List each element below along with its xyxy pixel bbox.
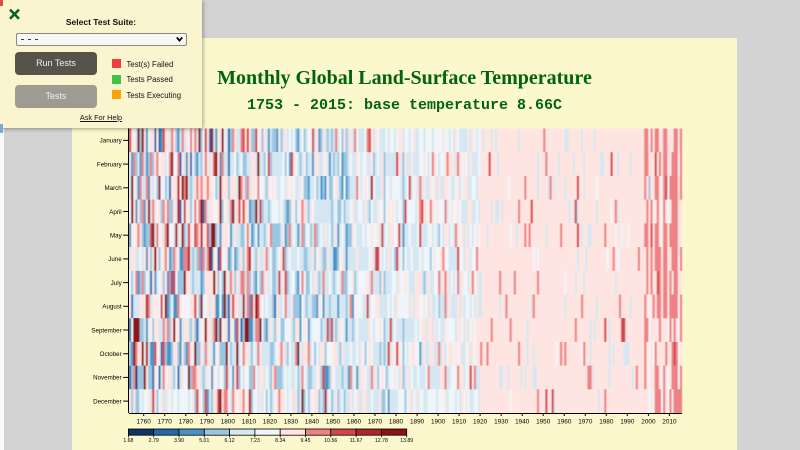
svg-text:13.89: 13.89 [400, 438, 413, 444]
svg-text:1800: 1800 [221, 418, 236, 425]
svg-text:September: September [91, 327, 121, 334]
svg-text:1900: 1900 [431, 418, 446, 425]
svg-text:1930: 1930 [494, 418, 509, 425]
svg-text:November: November [93, 375, 122, 382]
svg-text:March: March [104, 185, 122, 192]
svg-text:April: April [109, 209, 121, 216]
svg-text:1820: 1820 [263, 418, 278, 425]
svg-text:2000: 2000 [641, 418, 656, 425]
svg-text:June: June [108, 256, 122, 263]
svg-text:8.34: 8.34 [275, 438, 285, 444]
svg-text:11.67: 11.67 [350, 438, 363, 444]
svg-text:6.12: 6.12 [225, 438, 235, 444]
svg-text:1870: 1870 [368, 418, 383, 425]
svg-text:1850: 1850 [326, 418, 341, 425]
svg-text:December: December [93, 398, 122, 405]
svg-text:1830: 1830 [284, 418, 299, 425]
svg-text:1910: 1910 [452, 418, 467, 425]
svg-text:3.90: 3.90 [174, 438, 184, 444]
svg-text:1.68: 1.68 [123, 438, 133, 444]
svg-text:1890: 1890 [410, 418, 425, 425]
svg-text:2.79: 2.79 [149, 438, 159, 444]
svg-text:12.78: 12.78 [375, 438, 388, 444]
svg-text:January: January [100, 138, 123, 145]
svg-text:1860: 1860 [347, 418, 362, 425]
svg-text:1840: 1840 [305, 418, 320, 425]
svg-text:1920: 1920 [473, 418, 488, 425]
svg-text:February: February [97, 161, 123, 168]
svg-text:7.23: 7.23 [250, 438, 260, 444]
svg-text:1990: 1990 [620, 418, 635, 425]
svg-text:1760: 1760 [137, 418, 152, 425]
svg-text:1970: 1970 [578, 418, 593, 425]
svg-text:1810: 1810 [242, 418, 257, 425]
svg-text:1950: 1950 [536, 418, 551, 425]
svg-text:1770: 1770 [158, 418, 173, 425]
svg-text:August: August [102, 304, 122, 311]
svg-text:1960: 1960 [557, 418, 572, 425]
svg-text:1940: 1940 [515, 418, 530, 425]
svg-text:9.45: 9.45 [300, 438, 310, 444]
svg-text:1980: 1980 [599, 418, 614, 425]
svg-text:10.56: 10.56 [324, 438, 337, 444]
svg-text:1780: 1780 [179, 418, 194, 425]
svg-text:October: October [100, 351, 122, 358]
svg-text:2010: 2010 [662, 418, 677, 425]
svg-text:July: July [111, 280, 123, 287]
svg-text:May: May [110, 233, 123, 240]
svg-text:1880: 1880 [389, 418, 404, 425]
svg-text:5.01: 5.01 [199, 438, 209, 444]
svg-text:1790: 1790 [200, 418, 215, 425]
